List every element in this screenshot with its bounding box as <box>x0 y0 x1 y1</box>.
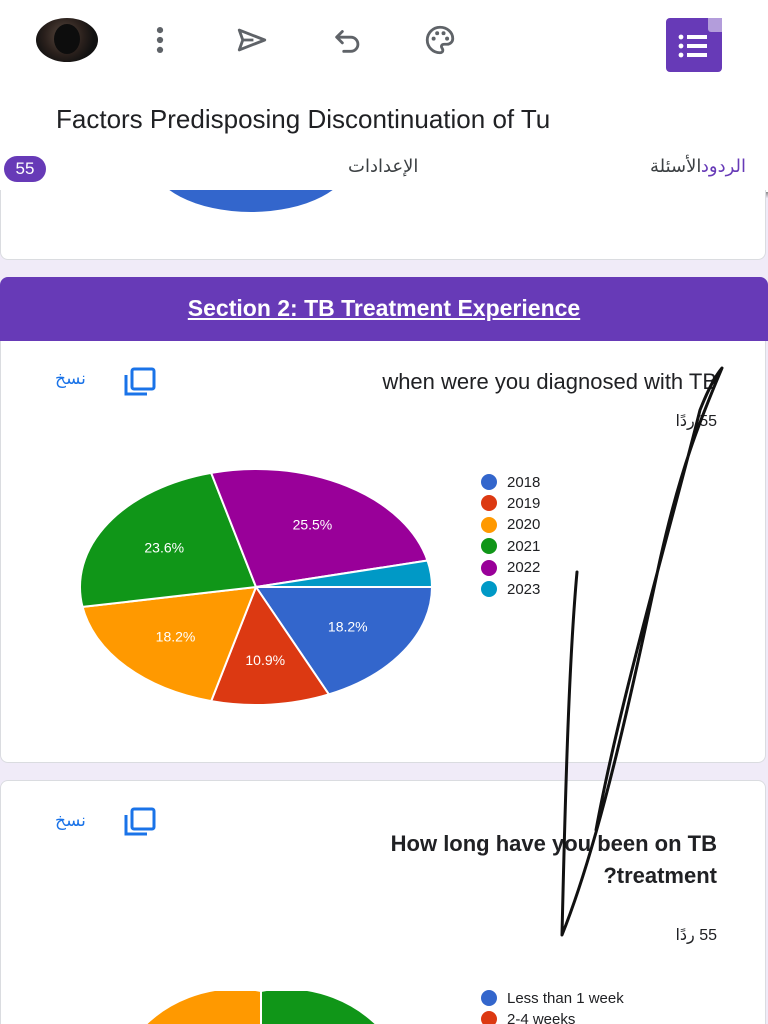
legend-swatch <box>481 538 497 555</box>
legend-label: 2-4 weeks <box>507 1010 576 1024</box>
form-title[interactable]: Factors Predisposing Discontinuation of … <box>56 104 551 134</box>
pie-slice-2022[interactable] <box>209 468 429 589</box>
more-vert-icon[interactable] <box>140 20 180 60</box>
legend-swatch <box>481 1011 497 1024</box>
pie-slice-2023[interactable] <box>255 559 434 588</box>
responses-count-badge: 55 <box>4 156 46 182</box>
previous-pie-chart-fragment <box>151 190 351 212</box>
question-title: when were you diagnosed with TB <box>382 369 717 394</box>
tab-bar: الأسئلة الردود 55 الإعدادات <box>0 150 768 194</box>
palette-icon[interactable] <box>420 20 460 60</box>
copy-chart-button[interactable]: نسخ <box>55 369 86 389</box>
send-icon[interactable] <box>232 20 272 60</box>
section-header: Section 2: TB Treatment Experience <box>0 277 768 341</box>
legend-item-2019: 2019 <box>481 493 540 513</box>
legend-swatch <box>481 990 497 1006</box>
avatar[interactable] <box>36 18 98 62</box>
pie-slice-2020[interactable] <box>81 585 258 703</box>
legend-item-2-4-weeks: 2-4 weeks <box>481 1009 575 1024</box>
legend-item-2023: 2023 <box>481 579 540 599</box>
section-title: Section 2: TB Treatment Experience <box>187 295 581 321</box>
tab-settings[interactable]: الإعدادات <box>348 156 419 176</box>
pie-data-label-2020: 18.2% <box>156 628 196 644</box>
copy-chart-button[interactable]: نسخ <box>55 811 86 831</box>
legend-swatch <box>481 474 497 490</box>
legend-item-2021: 2021 <box>481 536 540 556</box>
response-count: 55 ردًا <box>675 413 717 430</box>
legend-item-2022: 2022 <box>481 558 540 578</box>
tab-questions[interactable]: الأسئلة <box>650 156 702 176</box>
pie-slice-2018[interactable] <box>254 586 434 696</box>
copy-label: نسخ <box>55 811 86 830</box>
pie-data-label-2021: 23.6% <box>144 539 184 555</box>
pie-slice-orange <box>144 991 262 1024</box>
question-card-diagnosis-year: نسخ when were you diagnosed with TB 55 ر… <box>0 341 766 763</box>
legend-label: 2019 <box>507 494 541 512</box>
copy-icon[interactable] <box>123 807 157 837</box>
pie-data-label-2019: 10.9% <box>245 652 285 668</box>
copy-icon[interactable] <box>123 367 157 397</box>
pie-slice-2019[interactable] <box>209 584 331 706</box>
legend-label: Less than 1 week <box>507 989 624 1007</box>
pie-data-label-2018: 18.2% <box>328 619 368 635</box>
legend-label: 2018 <box>507 473 541 491</box>
treatment-duration-pie-chart <box>144 991 378 1024</box>
app-bar <box>0 0 768 90</box>
legend-label: 2022 <box>507 559 541 577</box>
google-forms-icon[interactable] <box>666 18 722 72</box>
legend-label: 2021 <box>507 537 541 555</box>
legend-swatch <box>481 495 497 512</box>
pie-slice-2021[interactable] <box>79 471 258 609</box>
tab-responses-label: الردود <box>700 156 746 176</box>
pie-slice-green <box>260 991 378 1024</box>
legend-item-2020: 2020 <box>481 515 540 535</box>
legend-label: 2020 <box>507 516 541 534</box>
question-title-line2: ?treatment <box>603 863 717 888</box>
legend-item-less-than-1-week: Less than 1 week <box>481 988 624 1008</box>
diagnosis-year-pie-chart: 18.2% 10.9% 18.2% 23.6% 25.5% <box>79 468 434 706</box>
legend-swatch <box>481 559 497 576</box>
response-count: 55 ردًا <box>675 927 717 944</box>
tab-responses[interactable]: الردود 55 <box>0 150 746 188</box>
undo-icon[interactable] <box>328 20 368 60</box>
copy-label: نسخ <box>55 369 86 388</box>
legend-label: 2023 <box>507 580 541 598</box>
legend-item-2018: 2018 <box>481 472 540 492</box>
previous-question-card <box>0 190 766 260</box>
pie-data-label-2022: 25.5% <box>293 516 333 532</box>
legend-swatch <box>481 516 497 533</box>
legend-swatch <box>481 581 497 597</box>
question-card-treatment-duration: نسخ How long have you been on TB ?treatm… <box>0 780 766 1024</box>
question-title-line1: How long have you been on TB <box>390 831 717 856</box>
